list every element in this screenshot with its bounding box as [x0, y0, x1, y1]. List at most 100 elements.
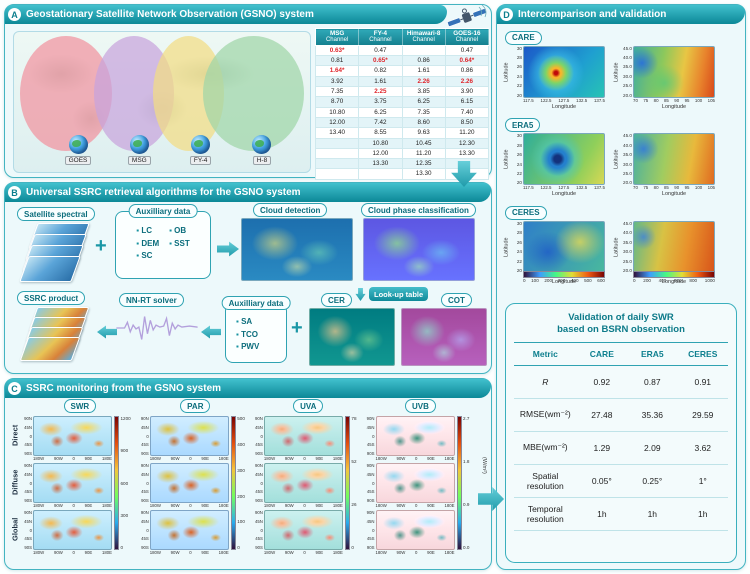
- panelc-grid: SWR 90N 45N 0 45S 90S 180W 90W 0 90E 180E 90N 45N 0 45…: [21, 399, 469, 557]
- map-cell-uva-diffuse: 90N 45N 0 45S 90S 180W 90W 0 90E 180E: [252, 463, 343, 510]
- channel-table-row: 7.35 2.25 3.85 3.90: [314, 86, 490, 98]
- x-tick-label: 180W: [375, 503, 387, 509]
- panel-ssrc-monitoring: C SSRC monitoring from the GSNO system D…: [4, 378, 492, 570]
- globe-icon: [129, 135, 149, 154]
- x-tick-label: 180E: [332, 550, 343, 556]
- satellite-globe-h-8: H-8: [244, 135, 280, 165]
- world-map-swr-direct: [33, 416, 112, 457]
- y-tick-label: 45N: [140, 424, 149, 430]
- world-map-uvb-direct: [375, 416, 455, 457]
- map-column: 70 75 80 85 90 95 100 105 Longitude: [633, 133, 715, 199]
- colorbar-tick: 0: [633, 278, 636, 283]
- satellite-name: Himawari-8: [406, 30, 441, 37]
- y-tick-label: 26: [516, 239, 522, 245]
- channel-word: Channel: [412, 37, 435, 44]
- aux-bottom-items: SA TCO PWV: [236, 317, 286, 351]
- column-inner: 90N 45N 0 45S 90S 180W 90W 0 90E 180E 90N 45N 0 45S 90…: [21, 416, 131, 557]
- y-tick-label: 20: [516, 92, 522, 98]
- cot-map: [401, 308, 487, 366]
- channel-value: 1.61: [401, 65, 446, 77]
- channel-value: 10.80: [358, 137, 403, 149]
- x-tick-label: 180W: [375, 550, 387, 556]
- y-tick-label: 40.0: [623, 142, 632, 148]
- map-cell-uvb-global: 90N 45N 0 45S 90S 180W 90W 0 90E 180E: [364, 510, 455, 557]
- x-tick-label: 0: [189, 550, 192, 556]
- x-axis-ticks: 180W 90W 0 90E 180E: [376, 503, 455, 510]
- channel-value: 8.55: [358, 127, 403, 139]
- x-tick-label: 90W: [170, 456, 180, 462]
- map-column: 117.5 122.5 127.5 132.5 137.5 Longitude: [523, 45, 605, 112]
- y-tick-label: 90S: [24, 545, 32, 551]
- colorbar-left: 0 100 200 300 400 500 600: [523, 271, 605, 283]
- y-tick-label: 45S: [255, 536, 263, 542]
- y-tick-label: 45S: [141, 442, 149, 448]
- satellite-globe-fy-4: FY-4: [183, 135, 219, 165]
- colorbar-gradient: [633, 271, 715, 278]
- validation-value: 35.36: [641, 409, 663, 420]
- coverage-map: GOES MSG FY-4 H-8: [13, 31, 311, 173]
- y-axis-ticks: 90N 45N 0 45S 90S: [21, 463, 33, 503]
- heatmap-era5-left: [523, 133, 605, 186]
- x-tick-label: 100: [694, 97, 703, 103]
- auxiliary-data-title: Auxilliary data: [221, 296, 291, 311]
- flow-arrow-left-icon: [201, 325, 221, 339]
- validation-table: Metric CARE ERA5 CERES R 0.92 0.87 0.91 RMSE(wm⁻…: [514, 341, 728, 531]
- y-axis-ticks: 30 28 26 24 22 20: [510, 46, 523, 98]
- y-axis-ticks: 45.0 40.0 35.0 30.0 25.0 20.0: [620, 46, 633, 98]
- x-tick-label: 180W: [149, 456, 161, 462]
- y-tick-label: 0: [29, 433, 32, 439]
- channel-table-head: MSG Channel FY-4 Channel Himawari-8 Channel GO…: [314, 28, 490, 46]
- x-tick-label: 80: [653, 185, 659, 191]
- validation-value: 0.87: [644, 376, 661, 387]
- x-tick-label: 180W: [33, 550, 45, 556]
- colorbar-uvb: 2.7 1.8 0.9 0.0: [456, 416, 469, 557]
- x-tick-label: 180W: [263, 503, 276, 509]
- y-tick-label: 90N: [255, 416, 263, 422]
- satellite-globe-msg: MSG: [121, 135, 157, 165]
- channel-table: MSG Channel FY-4 Channel Himawari-8 Channel GO…: [314, 28, 490, 180]
- channel-table-row: 12.00 7.42 8.60 8.50: [314, 116, 490, 129]
- x-tick-label: 122.5: [540, 97, 552, 103]
- map-cell-uvb-direct: 90N 45N 0 45S 90S 180W 90W 0 90E 180E: [364, 416, 455, 463]
- validation-metric: R: [542, 376, 549, 387]
- world-map-uvb-diffuse: [375, 463, 455, 504]
- y-tick-label: 90S: [24, 498, 32, 504]
- globe-icon: [68, 135, 88, 154]
- ssrc-column-par: PAR 90N 45N 0 45S 90S 180W 90W 0 90E 180E 90N 45N 0 45…: [138, 399, 245, 557]
- validation-metric: MBE(wm⁻²): [522, 442, 568, 453]
- channel-table-row: 13.40 8.55 9.63 11.20: [314, 127, 490, 139]
- colorbar-swr: 1200 900 600 300 0: [114, 416, 131, 557]
- channel-value: [358, 168, 403, 180]
- map-cell-uva-global: 90N 45N 0 45S 90S 180W 90W 0 90E 180E: [252, 510, 343, 557]
- panel-a-header: A Geostationary Satellite Network Observ…: [5, 5, 447, 24]
- y-tick-label: 0: [260, 433, 263, 439]
- x-tick-label: 90W: [284, 550, 294, 556]
- colorbar-tick: 900: [120, 448, 129, 454]
- y-tick-label: 25.0: [623, 83, 632, 89]
- validation-title-line1: Validation of daily SWR: [568, 312, 674, 323]
- y-tick-label: 30: [516, 221, 522, 227]
- y-tick-label: 35.0: [623, 239, 632, 245]
- x-tick-label: 90W: [170, 503, 180, 509]
- aux-item-sc: SC: [136, 251, 159, 260]
- satellite-globes: GOES MSG FY-4 H-8: [14, 135, 310, 165]
- longitude-axis-label: Longitude: [661, 103, 687, 110]
- y-tick-label: 45S: [255, 442, 263, 448]
- column-inner: 90N 45N 0 45S 90S 180W 90W 0 90E 180E 90N 45N 0 45S 90…: [138, 416, 245, 557]
- y-tick-label: 20: [516, 180, 522, 186]
- x-tick-label: 85: [663, 97, 669, 103]
- validation-metric: RMSE(wm⁻²): [519, 409, 571, 420]
- longitude-axis-label: Longitude: [661, 191, 687, 198]
- heatmap-block-care-left: Latitude 30 28 26 24 22 20 117.5 122.5 127.5 132.5…: [503, 45, 605, 112]
- colorbar-tick: 1200: [120, 416, 131, 422]
- channel-table-row: 1.64* 0.82 1.61 0.86: [314, 65, 490, 77]
- colorbar-right: 0 200 400 600 800 1000: [633, 271, 715, 283]
- y-tick-label: 90S: [255, 545, 263, 551]
- y-tick-label: 45.0: [623, 45, 632, 51]
- comparison-maps: Latitude302826242220117.5122.5127.5132.5…: [503, 221, 739, 287]
- cloud-phase-map: [363, 218, 475, 281]
- x-tick-label: 117.5: [523, 97, 534, 103]
- channel-value: 13.30: [358, 158, 403, 170]
